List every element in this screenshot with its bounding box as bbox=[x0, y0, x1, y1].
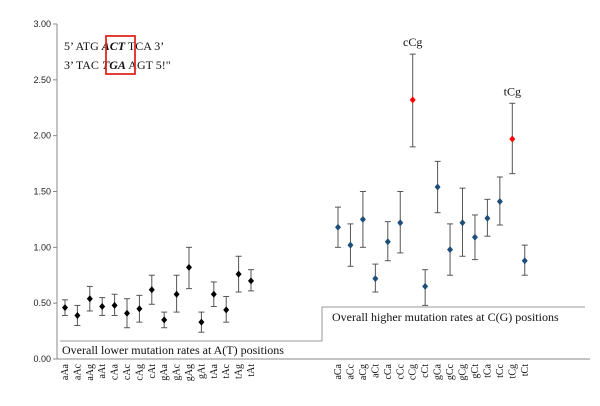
x-tick-label: cAc bbox=[122, 363, 133, 380]
data-point bbox=[347, 241, 354, 249]
data-point bbox=[161, 316, 168, 324]
x-tick-label: gAa bbox=[159, 363, 170, 380]
x-tick-label: tAc bbox=[221, 363, 232, 378]
data-point bbox=[111, 301, 118, 309]
data-point bbox=[148, 286, 155, 294]
data-point bbox=[521, 257, 528, 265]
x-tick-label: cCa bbox=[383, 363, 394, 379]
x-tick-label: aAg bbox=[85, 364, 96, 381]
data-point bbox=[397, 219, 404, 227]
data-point bbox=[74, 311, 81, 319]
x-tick-label: gAg bbox=[184, 364, 195, 381]
data-point bbox=[384, 238, 391, 246]
data-point bbox=[459, 219, 466, 227]
data-point bbox=[471, 233, 478, 241]
x-tick-label: cAt bbox=[147, 364, 158, 379]
x-tick-label: aCg bbox=[358, 364, 369, 380]
x-tick-label: gCt bbox=[470, 364, 481, 379]
region-label-higher: Overall higher mutation rates at C(G) po… bbox=[332, 310, 559, 324]
data-point bbox=[509, 135, 516, 143]
data-point bbox=[422, 282, 429, 290]
x-tick-label: aCc bbox=[345, 363, 356, 379]
error-bars bbox=[62, 53, 528, 333]
data-point bbox=[248, 277, 254, 285]
data-point bbox=[136, 305, 143, 313]
x-tick-label: cAg bbox=[134, 364, 145, 381]
data-point bbox=[335, 223, 341, 231]
x-tick-label: cAa bbox=[110, 363, 121, 380]
data-point bbox=[484, 214, 491, 222]
annotations: cCg tCg bbox=[403, 35, 521, 98]
region-label-lower: Overall lower mutation rates at A(T) pos… bbox=[62, 343, 284, 357]
x-tick-label: gCg bbox=[458, 364, 469, 381]
x-tick-label: aCt bbox=[370, 364, 381, 378]
annotation-label: tCg bbox=[504, 84, 521, 98]
x-tick-label: aAt bbox=[97, 364, 108, 379]
data-point bbox=[99, 303, 106, 311]
data-point bbox=[173, 290, 180, 298]
x-tick-label: tAg bbox=[234, 364, 245, 379]
x-tick-label: cCg bbox=[408, 364, 419, 380]
x-tick-label: tCg bbox=[507, 364, 518, 378]
y-tick-label: 1.50 bbox=[33, 187, 51, 197]
y-tick-label: 3.00 bbox=[33, 19, 51, 29]
data-point bbox=[372, 275, 379, 283]
x-tick-label: tCc bbox=[495, 363, 506, 377]
data-point bbox=[62, 304, 68, 312]
annotation-label: cCg bbox=[403, 35, 422, 49]
data-point bbox=[210, 290, 217, 298]
data-point bbox=[198, 318, 205, 326]
x-tick-label: tAa bbox=[209, 363, 220, 378]
data-point bbox=[124, 309, 130, 317]
x-tick-label: tCt bbox=[520, 364, 531, 376]
data-point bbox=[496, 198, 503, 206]
y-tick-label: 0.50 bbox=[33, 298, 51, 308]
sequence-box: 5’ ATG ACT TCA 3’ 3’ TAC TGA AGT 5!" bbox=[64, 35, 171, 75]
region-labels: Overall lower mutation rates at A(T) pos… bbox=[60, 306, 585, 357]
x-tick-label: aAa bbox=[60, 363, 71, 380]
data-point bbox=[447, 246, 454, 254]
x-tick-label: aAc bbox=[72, 363, 83, 380]
x-tick-label: gCa bbox=[433, 363, 444, 380]
axes: 0.00 0.50 1.00 1.50 2.00 2.50 3.00 bbox=[33, 19, 590, 364]
y-tick-label: 2.00 bbox=[33, 131, 51, 141]
x-tick-label: cCt bbox=[420, 364, 431, 378]
region-divider bbox=[60, 306, 585, 342]
sequence-line-1: 5’ ATG ACT TCA 3’ bbox=[64, 39, 164, 53]
x-tick-label: cCc bbox=[395, 363, 406, 379]
data-point bbox=[223, 306, 230, 314]
y-tick-label: 1.00 bbox=[33, 242, 51, 252]
data-point bbox=[186, 263, 192, 271]
x-tick-label: gAt bbox=[196, 364, 207, 379]
data-point bbox=[86, 295, 93, 303]
y-tick-label: 0.00 bbox=[33, 354, 51, 364]
data-point bbox=[359, 215, 366, 223]
x-tick-label: gAc bbox=[172, 363, 183, 380]
sequence-highlight-box bbox=[105, 35, 136, 75]
x-tick-label: aCa bbox=[333, 363, 344, 379]
sequence-line-2: 3’ TAC TGA AGT 5!" bbox=[64, 58, 171, 72]
x-tick-label: tCa bbox=[482, 363, 493, 377]
x-tick-label: tAt bbox=[246, 364, 257, 377]
data-point bbox=[434, 183, 441, 191]
y-tick-label: 2.50 bbox=[33, 75, 51, 85]
x-tick-label: gCc bbox=[445, 363, 456, 380]
data-point bbox=[235, 270, 242, 278]
data-points bbox=[62, 96, 528, 326]
x-tick-labels: aAa aAc aAg aAt cAa cAc cAg cAt gAa gAc gAg gAt tAa t… bbox=[60, 363, 531, 381]
data-point bbox=[409, 96, 416, 104]
